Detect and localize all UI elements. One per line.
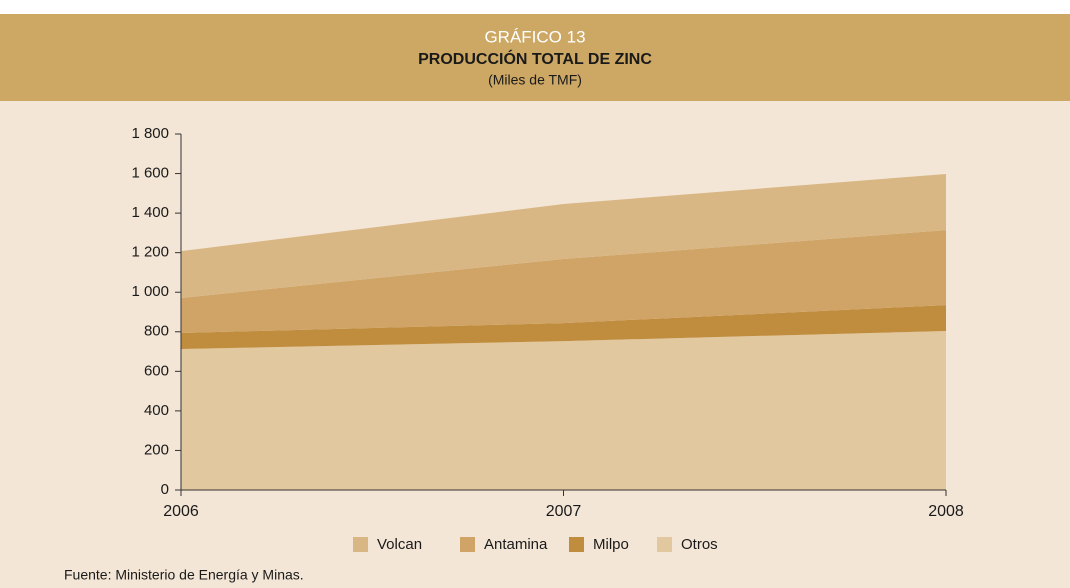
y-tick-label: 1 800 (131, 125, 169, 142)
legend-swatch (460, 537, 475, 552)
x-tick-label: 2008 (928, 503, 964, 520)
legend-swatch (569, 537, 584, 552)
legend-label: Antamina (484, 536, 548, 553)
legend-swatch (353, 537, 368, 552)
y-tick-label: 200 (144, 441, 169, 458)
header-band (0, 14, 1070, 101)
y-tick-label: 0 (161, 481, 169, 498)
y-tick-label: 400 (144, 402, 169, 419)
y-tick-label: 800 (144, 323, 169, 340)
area (181, 173, 946, 298)
legend-label: Volcan (377, 536, 422, 553)
area (181, 305, 946, 349)
chart-header: GRÁFICO 13 (484, 27, 585, 46)
chart-subtitle: (Miles de TMF) (488, 72, 582, 88)
legend-swatch (657, 537, 672, 552)
area (181, 330, 946, 490)
x-tick-label: 2007 (546, 503, 582, 520)
source-note: Fuente: Ministerio de Energía y Minas. (64, 567, 304, 583)
y-tick-label: 1 000 (131, 283, 169, 300)
legend-label: Milpo (593, 536, 629, 553)
y-tick-label: 600 (144, 362, 169, 379)
area (181, 230, 946, 333)
chart-title: PRODUCCIÓN TOTAL DE ZINC (418, 49, 652, 68)
y-tick-label: 1 200 (131, 244, 169, 261)
legend-label: Otros (681, 536, 718, 553)
y-tick-label: 1 400 (131, 204, 169, 221)
y-tick-label: 1 600 (131, 165, 169, 182)
x-tick-label: 2006 (163, 503, 199, 520)
